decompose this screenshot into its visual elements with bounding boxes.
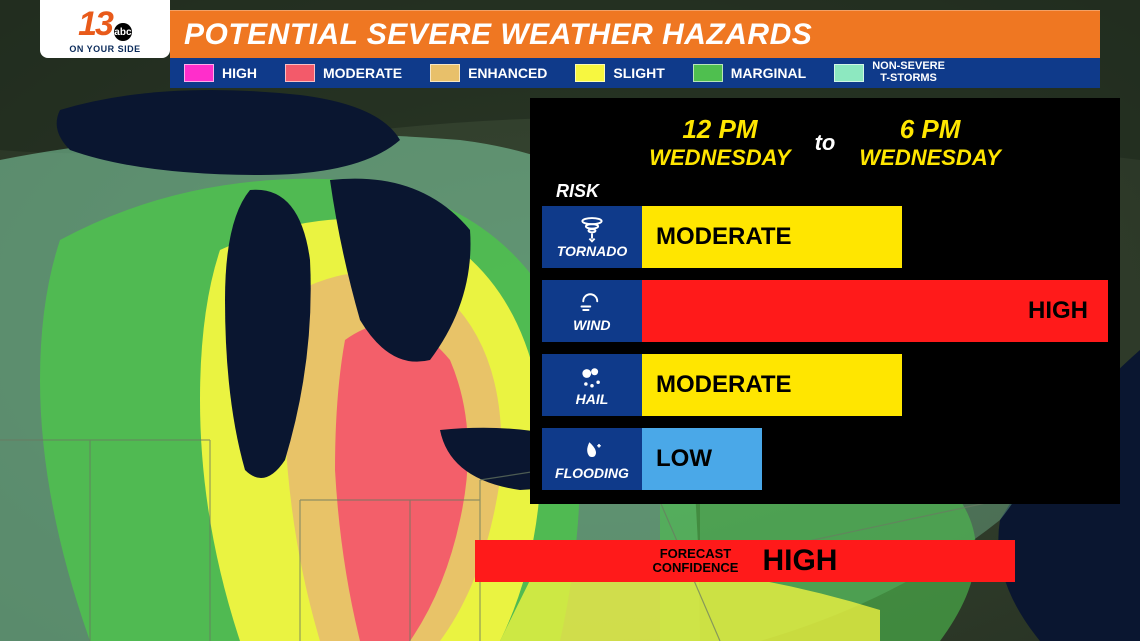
weather-graphic: 13 abc ON YOUR SIDE POTENTIAL SEVERE WEA… xyxy=(0,0,1140,641)
risk-header: RISK xyxy=(542,181,1108,202)
legend-swatch xyxy=(575,64,605,82)
risk-bar: HIGH xyxy=(642,280,1108,342)
tornado-icon xyxy=(578,215,606,243)
legend-swatch xyxy=(834,64,864,82)
risk-bar: MODERATE xyxy=(642,206,902,268)
legend-item: MARGINAL xyxy=(679,64,820,82)
time-end-day: WEDNESDAY xyxy=(859,145,1000,171)
risk-row-tornado: TORNADO MODERATE xyxy=(542,206,1108,268)
time-end-hour: 6 PM xyxy=(859,114,1000,145)
risk-icon-box: TORNADO xyxy=(542,206,642,268)
legend-swatch xyxy=(693,64,723,82)
legend-item: MODERATE xyxy=(271,64,416,82)
time-end: 6 PM WEDNESDAY xyxy=(859,114,1000,171)
risk-panel: 12 PM WEDNESDAY to 6 PM WEDNESDAY RISK T… xyxy=(530,98,1120,504)
forecast-confidence-bar: FORECAST CONFIDENCE HIGH xyxy=(475,540,1015,582)
wind-icon xyxy=(578,289,606,317)
time-start-hour: 12 PM xyxy=(649,114,790,145)
risk-level: MODERATE xyxy=(656,223,792,251)
risk-row-flooding: FLOODING LOW xyxy=(542,428,1108,490)
legend-item: ENHANCED xyxy=(416,64,561,82)
legend-swatch xyxy=(184,64,214,82)
time-start: 12 PM WEDNESDAY xyxy=(649,114,790,171)
legend-label: NON-SEVERE T-STORMS xyxy=(872,61,945,84)
legend-label: ENHANCED xyxy=(468,65,547,81)
time-range: 12 PM WEDNESDAY to 6 PM WEDNESDAY xyxy=(542,108,1108,181)
legend-item: NON-SEVERE T-STORMS xyxy=(820,61,959,84)
risk-name: FLOODING xyxy=(555,465,629,481)
risk-level: LOW xyxy=(656,445,712,473)
confidence-value: HIGH xyxy=(762,544,837,578)
risk-level: MODERATE xyxy=(656,371,792,399)
risk-row-hail: HAIL MODERATE xyxy=(542,354,1108,416)
logo-number: 13 xyxy=(78,5,112,44)
risk-name: WIND xyxy=(573,317,610,333)
risk-legend: HIGH MODERATE ENHANCED SLIGHT MARGINAL N… xyxy=(170,58,1100,88)
time-start-day: WEDNESDAY xyxy=(649,145,790,171)
legend-label: SLIGHT xyxy=(613,65,664,81)
flooding-icon xyxy=(578,437,606,465)
legend-label: MODERATE xyxy=(323,65,402,81)
risk-icon-box: HAIL xyxy=(542,354,642,416)
legend-swatch xyxy=(430,64,460,82)
risk-icon-box: FLOODING xyxy=(542,428,642,490)
logo-tagline: ON YOUR SIDE xyxy=(69,44,140,54)
time-to: to xyxy=(815,130,836,156)
confidence-label: FORECAST CONFIDENCE xyxy=(653,547,739,574)
risk-row-wind: WIND HIGH xyxy=(542,280,1108,342)
legend-swatch xyxy=(285,64,315,82)
hail-icon xyxy=(578,363,606,391)
legend-label: HIGH xyxy=(222,65,257,81)
risk-name: TORNADO xyxy=(557,243,628,259)
station-logo: 13 abc ON YOUR SIDE xyxy=(40,0,170,58)
risk-icon-box: WIND xyxy=(542,280,642,342)
logo-network: abc xyxy=(114,23,132,41)
risk-bar: MODERATE xyxy=(642,354,902,416)
risk-name: HAIL xyxy=(576,391,609,407)
graphic-title: POTENTIAL SEVERE WEATHER HAZARDS xyxy=(170,10,1100,58)
header-bar: 13 abc ON YOUR SIDE POTENTIAL SEVERE WEA… xyxy=(40,10,1100,58)
risk-level: HIGH xyxy=(1028,297,1088,325)
legend-item: HIGH xyxy=(170,64,271,82)
legend-item: SLIGHT xyxy=(561,64,678,82)
risk-bar: LOW xyxy=(642,428,762,490)
legend-label: MARGINAL xyxy=(731,65,806,81)
